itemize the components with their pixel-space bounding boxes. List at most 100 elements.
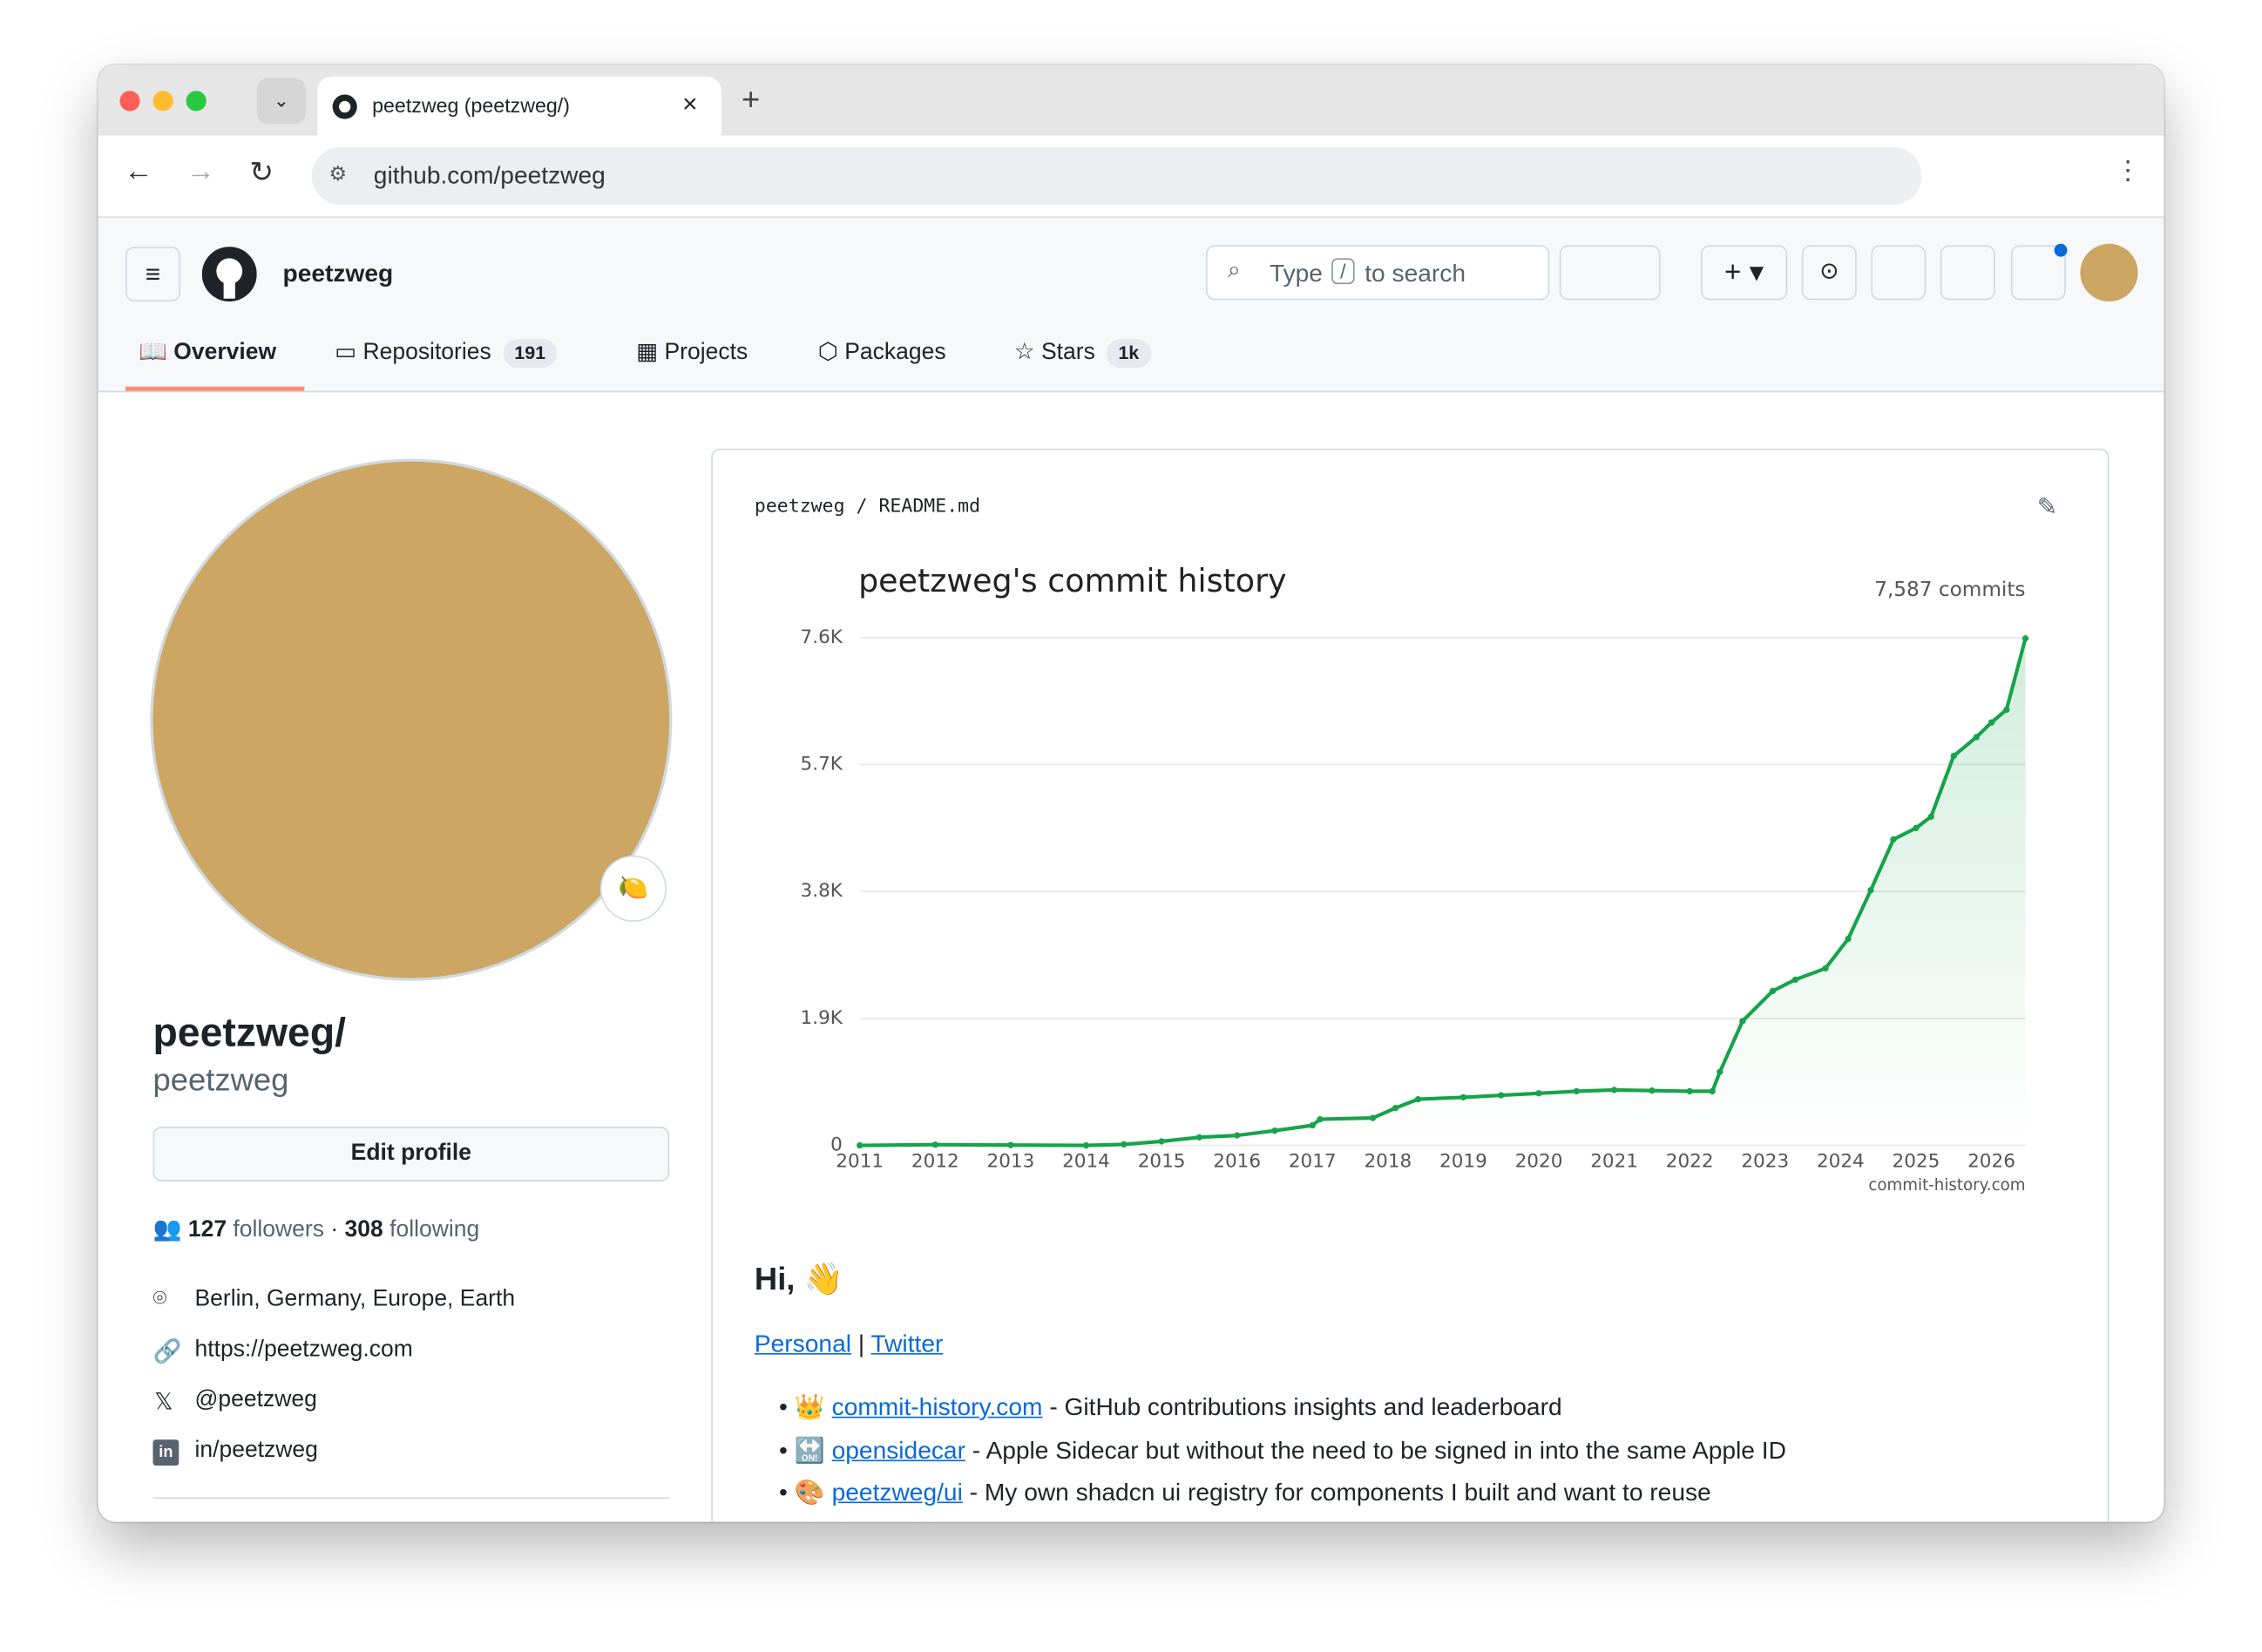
point	[1498, 1092, 1505, 1099]
edit-readme[interactable]: ✎	[2036, 493, 2058, 521]
text: 1k	[1107, 339, 1151, 369]
text: Repositories	[362, 340, 491, 365]
text: Stars	[1041, 340, 1095, 365]
point	[1973, 734, 1980, 741]
people-icon: 👥	[152, 1217, 182, 1242]
issues-button[interactable]: ⊙	[1801, 245, 1857, 301]
profile-login: peetzweg	[152, 1061, 289, 1098]
copilot-button[interactable]	[1559, 245, 1661, 301]
search-box[interactable]: ⌕ Type / to search	[1206, 245, 1550, 301]
x-tick-label: 2016	[1213, 1150, 1261, 1172]
twitter-link[interactable]: Twitter	[870, 1330, 944, 1357]
x-tick-label: 2015	[1138, 1150, 1186, 1172]
following-label[interactable]: following	[389, 1217, 480, 1242]
url-bar[interactable]: ⚙ github.com/peetzweg	[311, 146, 1922, 206]
tab-close[interactable]: ×	[682, 89, 698, 118]
nav-repositories[interactable]: ▭ Repositories 191	[335, 336, 558, 371]
point	[2022, 635, 2029, 642]
point	[1867, 886, 1874, 894]
followers-label[interactable]: followers	[233, 1217, 324, 1242]
nav-stars[interactable]: ☆ Stars 1k	[1014, 336, 1151, 371]
search-icon: ⌕	[1227, 258, 1241, 283]
create-button[interactable]: + ▾	[1700, 245, 1788, 301]
y-tick-label: 1.9K	[801, 1007, 843, 1029]
menu-button[interactable]: ≡	[125, 247, 180, 302]
link-separator: |	[857, 1330, 865, 1357]
pulls-button[interactable]	[1871, 245, 1927, 301]
x-tick-label: 2026	[1967, 1150, 2015, 1172]
text: Overview	[173, 340, 277, 365]
browser-menu[interactable]: ⋮	[2115, 155, 2141, 185]
x-tick-label: 2025	[1893, 1150, 1940, 1172]
point	[1950, 752, 1957, 760]
status-emoji[interactable]: 🍋	[599, 855, 667, 922]
readme-path: peetzweg / README.md	[755, 497, 980, 518]
back[interactable]: ←	[124, 155, 153, 188]
text: 🔛	[794, 1436, 825, 1465]
list-item: • 🔛 opensidecar - Apple Sidecar but with…	[779, 1436, 1786, 1465]
edit-profile[interactable]: Edit profile	[152, 1127, 670, 1181]
nav-packages[interactable]: ⬡ Packages	[817, 340, 946, 365]
text: Packages	[844, 340, 946, 365]
x-icon: 𝕏	[154, 1391, 173, 1416]
point	[1913, 824, 1920, 831]
tab-menu[interactable]: ⌄	[256, 78, 306, 125]
point	[1791, 976, 1799, 984]
site-info[interactable]: ⚙	[328, 161, 348, 185]
new-tab[interactable]: +	[741, 80, 761, 118]
point	[1414, 1096, 1422, 1103]
favicon	[332, 94, 357, 119]
tab[interactable]: peetzweg (peetzweg/) ×	[317, 76, 721, 136]
x-tick-label: 2019	[1439, 1150, 1487, 1172]
avatar-small[interactable]	[2080, 243, 2138, 302]
location: Berlin, Germany, Europe, Earth	[194, 1286, 516, 1311]
url: github.com/peetzweg	[373, 161, 606, 189]
item-link[interactable]: peetzweg/ui	[831, 1479, 963, 1506]
point	[1610, 1087, 1618, 1093]
text: README.md	[878, 496, 981, 518]
linkedin[interactable]: in/peetzweg	[194, 1438, 318, 1463]
point	[1158, 1138, 1165, 1145]
point	[857, 1141, 863, 1149]
divider	[152, 1497, 670, 1500]
point	[1392, 1104, 1399, 1112]
avatar	[152, 461, 670, 978]
repos-button[interactable]	[1940, 245, 1995, 301]
x-tick-label: 2022	[1666, 1150, 1714, 1172]
y-tick-label: 5.7K	[801, 753, 843, 775]
search-key: /	[1331, 258, 1355, 285]
point	[1007, 1141, 1014, 1148]
header-username[interactable]: peetzweg	[282, 260, 394, 288]
x-tick-label: 2013	[987, 1150, 1035, 1172]
personal-link[interactable]: Personal	[754, 1330, 851, 1357]
point	[1573, 1087, 1580, 1095]
point	[1317, 1116, 1324, 1123]
x-handle[interactable]: @peetzweg	[194, 1387, 317, 1412]
x-tick-label: 2023	[1741, 1150, 1789, 1172]
point	[1927, 813, 1934, 820]
x-tick-label: 2014	[1062, 1150, 1110, 1172]
point	[1988, 719, 1995, 726]
following-count[interactable]: 308	[344, 1217, 383, 1242]
point	[1309, 1121, 1316, 1129]
x-tick-label: 2011	[836, 1150, 884, 1172]
forward[interactable]: →	[186, 155, 215, 188]
nav-overview[interactable]: 📖 Overview	[138, 340, 277, 365]
github-logo[interactable]	[201, 247, 257, 302]
point	[2003, 706, 2010, 714]
tab-bar: ⌄ peetzweg (peetzweg/) × +	[98, 64, 2164, 136]
chart-source: commit-history.com	[1868, 1176, 2025, 1195]
point	[1686, 1087, 1693, 1095]
website[interactable]: https://peetzweg.com	[194, 1337, 413, 1362]
point	[1121, 1141, 1128, 1148]
item-link[interactable]: commit-history.com	[831, 1393, 1043, 1421]
x-tick-label: 2024	[1817, 1150, 1865, 1172]
nav-underline	[125, 386, 305, 391]
text: /	[856, 496, 868, 518]
item-link[interactable]: opensidecar	[831, 1436, 965, 1465]
traffic-lights[interactable]	[119, 90, 228, 112]
point	[1459, 1093, 1467, 1100]
reload[interactable]: ↻	[249, 157, 274, 189]
nav-projects[interactable]: ▦ Projects	[636, 340, 748, 365]
followers-count[interactable]: 127	[187, 1217, 227, 1242]
